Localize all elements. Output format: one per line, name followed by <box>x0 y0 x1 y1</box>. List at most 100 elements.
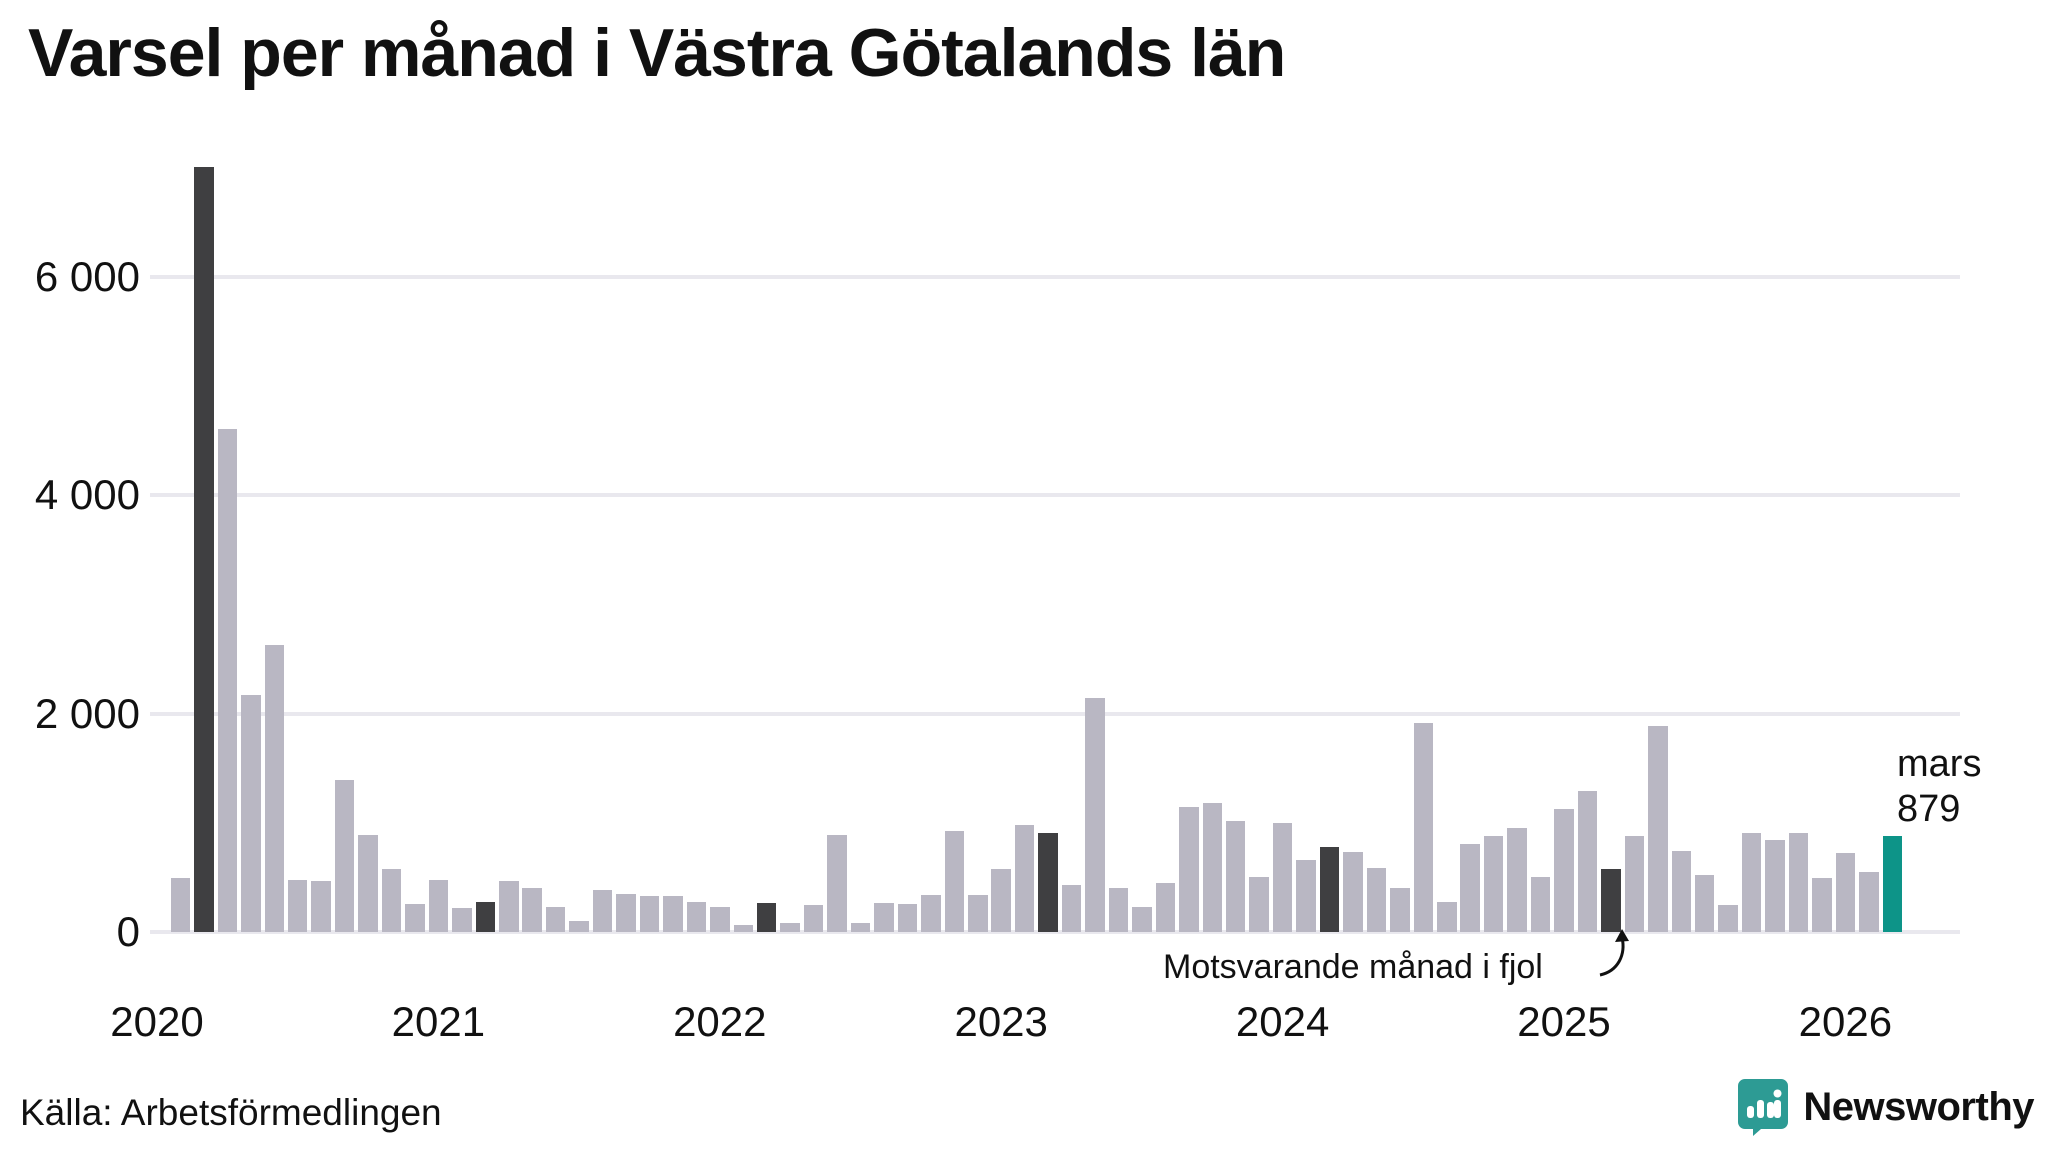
bar-2022-04 <box>780 923 800 932</box>
bar-2025-04 <box>1624 836 1645 932</box>
bar-2022-02 <box>733 925 753 932</box>
bar-2023-12 <box>1249 877 1269 932</box>
bar-2022-11 <box>944 831 965 932</box>
bar-2024-04 <box>1343 852 1363 932</box>
bar-2025-11 <box>1788 832 1809 932</box>
bar-2026-03 <box>1882 835 1903 932</box>
gridline-0 <box>150 930 1960 934</box>
bar-2023-11 <box>1225 821 1246 932</box>
chart-title: Varsel per månad i Västra Götalands län <box>28 15 1286 91</box>
bar-2023-09 <box>1179 807 1199 932</box>
bar-2025-05 <box>1648 725 1668 932</box>
bar-2023-03 <box>1038 833 1058 932</box>
bar-2024-06 <box>1390 887 1410 932</box>
bar-2022-12 <box>968 895 988 932</box>
bar-2024-10 <box>1483 836 1504 932</box>
bar-2021-06 <box>545 906 566 932</box>
bar-2021-01 <box>428 880 449 932</box>
gridline-4000 <box>150 493 1960 497</box>
bar-2022-03 <box>756 903 777 932</box>
gridline-6000 <box>150 274 1960 279</box>
bar-2024-03 <box>1319 847 1340 932</box>
bar-2021-08 <box>592 889 613 932</box>
bar-2021-02 <box>452 907 472 932</box>
bar-2024-07 <box>1413 723 1434 932</box>
bar-2020-05 <box>241 694 261 932</box>
bar-2022-05 <box>803 905 824 932</box>
bar-2024-12 <box>1530 877 1551 932</box>
gridline-2000 <box>150 711 1960 716</box>
bar-2022-08 <box>874 902 894 932</box>
bar-2023-05 <box>1085 698 1105 932</box>
bar-2023-06 <box>1108 888 1129 932</box>
bar-2025-01 <box>1554 809 1574 932</box>
bar-2021-07 <box>569 921 589 932</box>
bar-2021-04 <box>499 881 519 932</box>
bar-2026-02 <box>1859 871 1879 932</box>
bar-2020-04 <box>217 429 238 932</box>
bar-2023-08 <box>1155 883 1176 932</box>
bar-2022-09 <box>897 903 918 932</box>
bar-2021-12 <box>686 901 707 932</box>
bar-2025-02 <box>1577 791 1598 932</box>
bar-2024-08 <box>1437 901 1457 932</box>
x-axis-year-2025: 2025 <box>1517 998 1611 1045</box>
bar-2026-01 <box>1835 852 1856 932</box>
bar-2025-06 <box>1671 851 1691 932</box>
bar-2024-11 <box>1507 828 1527 932</box>
bar-2020-07 <box>287 879 308 932</box>
source-note: Källa: Arbetsförmedlingen <box>20 1092 442 1133</box>
bar-2020-08 <box>311 881 331 932</box>
bar-2023-02 <box>1014 824 1035 932</box>
bar-2020-10 <box>358 834 378 932</box>
bar-2022-07 <box>850 923 871 932</box>
annotation-latest-value: mars 879 <box>1897 742 1981 832</box>
bar-2020-11 <box>381 869 402 932</box>
bar-2023-04 <box>1061 885 1082 932</box>
bar-2020-02 <box>170 878 191 932</box>
latest-month-label: mars <box>1897 743 1982 785</box>
bar-2025-12 <box>1812 877 1832 932</box>
bar-2021-03 <box>475 901 496 932</box>
bar-2024-05 <box>1366 867 1387 932</box>
newsworthy-wordmark: Newsworthy <box>1803 1084 2034 1129</box>
x-axis-year-2022: 2022 <box>673 998 767 1045</box>
newsworthy-logo: Newsworthy <box>1737 1078 2034 1136</box>
x-axis-year-2023: 2023 <box>954 998 1048 1045</box>
bar-2024-09 <box>1460 843 1480 932</box>
y-axis-tick-2000: 2 000 <box>34 689 140 737</box>
y-axis-tick-4000: 4 000 <box>34 471 140 518</box>
bar-2020-09 <box>334 780 355 932</box>
bar-2021-11 <box>663 895 683 932</box>
annotation-arrow <box>1599 929 1629 977</box>
bar-2020-06 <box>264 644 284 932</box>
bar-2022-01 <box>710 906 730 932</box>
bar-2020-12 <box>405 904 425 932</box>
x-axis-year-2021: 2021 <box>391 998 486 1045</box>
latest-value-number: 879 <box>1897 787 1961 830</box>
x-axis-year-2020: 2020 <box>110 998 204 1045</box>
x-axis-year-2024: 2024 <box>1235 998 1330 1045</box>
bar-2025-10 <box>1765 839 1785 932</box>
y-axis-tick-6000: 6 000 <box>34 252 140 300</box>
bar-2021-10 <box>639 895 660 932</box>
x-axis-year-2026: 2026 <box>1798 998 1893 1045</box>
bar-2025-09 <box>1741 832 1762 932</box>
y-axis-tick-0: 0 <box>116 908 140 955</box>
bar-2024-01 <box>1272 822 1293 932</box>
annotation-comparison-month: Motsvarande månad i fjol <box>1163 948 1543 986</box>
bar-2021-05 <box>522 888 542 932</box>
bar-2024-02 <box>1296 859 1316 932</box>
bar-2022-10 <box>921 895 941 932</box>
bar-2025-07 <box>1694 874 1715 932</box>
bar-2023-10 <box>1202 803 1222 932</box>
bar-2025-08 <box>1718 905 1738 932</box>
bar-2023-01 <box>991 868 1011 932</box>
bar-2022-06 <box>827 834 847 932</box>
newsworthy-logo-icon <box>1738 1079 1789 1136</box>
bar-2020-03 <box>194 167 214 932</box>
bar-2025-03 <box>1601 868 1621 932</box>
bar-2021-09 <box>616 893 636 932</box>
